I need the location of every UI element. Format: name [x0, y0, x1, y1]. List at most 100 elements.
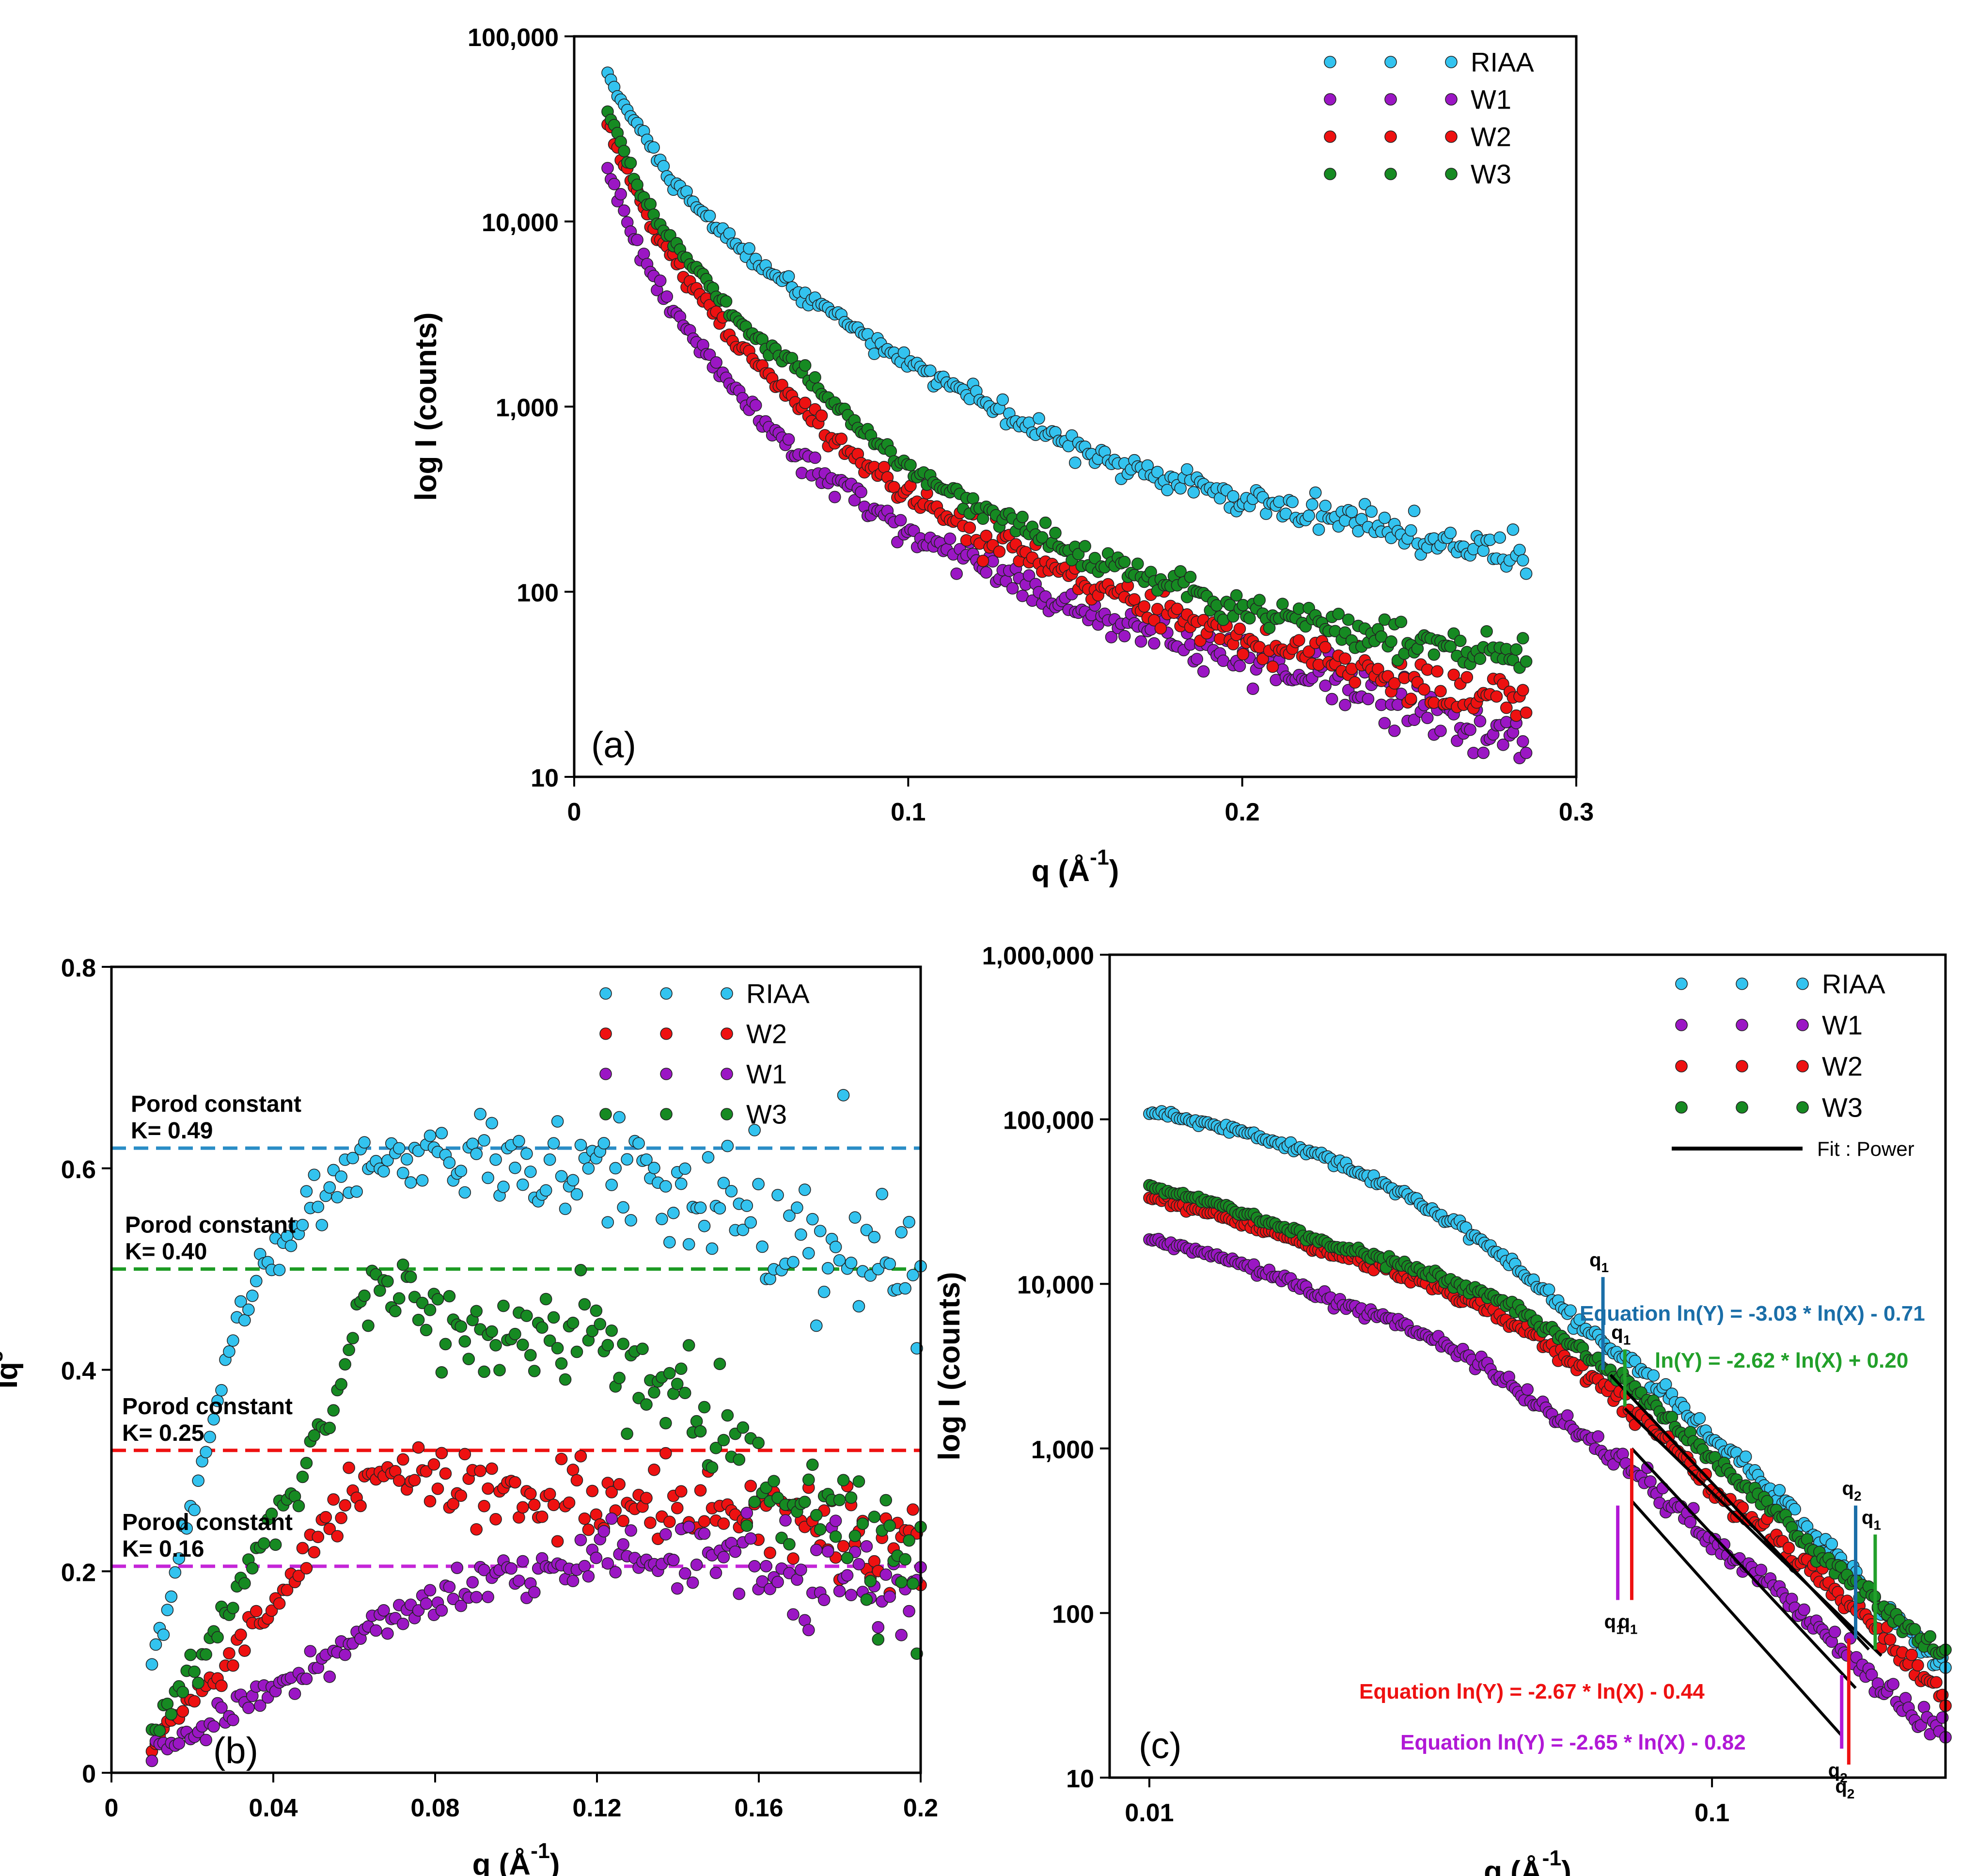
data-point-W1 — [903, 1605, 915, 1618]
data-point-RIAA — [682, 1238, 695, 1251]
data-point-W1 — [744, 1532, 757, 1545]
legend-marker-W1 — [1675, 1019, 1688, 1031]
data-point-W2 — [1233, 622, 1246, 635]
data-point-RIAA — [1408, 504, 1421, 518]
data-point-W3 — [848, 1529, 862, 1543]
data-point-W1 — [578, 1560, 591, 1573]
data-point-W1 — [1641, 1461, 1654, 1474]
data-point-RIAA — [675, 1177, 688, 1190]
data-point-W2 — [1460, 671, 1474, 684]
data-point-RIAA — [157, 1628, 170, 1641]
legend-label-W1: W1 — [746, 1059, 787, 1089]
data-point-W3 — [872, 1633, 885, 1646]
data-point-RIAA — [713, 1202, 726, 1215]
data-point-W2 — [555, 1452, 568, 1466]
legend-marker-RIAA — [599, 987, 612, 1000]
data-point-W3 — [486, 1325, 498, 1338]
data-point-RIAA — [1564, 1304, 1577, 1317]
data-point-W1 — [200, 1734, 212, 1747]
data-point-W2 — [1266, 660, 1279, 673]
data-point-RIAA — [1493, 531, 1506, 544]
data-point-W3 — [659, 1417, 672, 1430]
x-tick-label: 0.2 — [903, 1794, 938, 1822]
data-point-RIAA — [848, 1211, 862, 1224]
data-point-W1 — [173, 1737, 186, 1750]
data-point-W2 — [474, 1465, 486, 1477]
data-point-W3 — [539, 1293, 552, 1306]
porod-label: Porod constant — [122, 1394, 293, 1419]
data-point-RIAA — [829, 1241, 842, 1253]
data-point-W2 — [176, 1705, 189, 1718]
data-point-W1 — [833, 1585, 846, 1598]
data-point-W3 — [899, 1553, 911, 1566]
data-point-W1 — [1325, 693, 1338, 706]
data-point-W2 — [323, 1522, 336, 1535]
legend-marker-W3 — [1384, 168, 1397, 180]
data-point-W1 — [1517, 735, 1529, 748]
data-point-W1 — [597, 1525, 611, 1538]
data-point-W1 — [618, 204, 630, 217]
data-point-W2 — [1256, 653, 1269, 665]
data-point-W3 — [566, 1316, 580, 1329]
data-point-RIAA — [791, 1201, 803, 1214]
porod-label: Porod constant — [125, 1213, 296, 1238]
data-point-RIAA — [350, 1185, 363, 1198]
data-point-W2 — [799, 396, 812, 410]
data-point-W1 — [667, 1554, 680, 1566]
data-point-W3 — [806, 1458, 819, 1471]
data-point-W1 — [637, 247, 650, 260]
data-point-W1 — [686, 1576, 699, 1589]
porod-k-value: K= 0.25 — [122, 1420, 204, 1446]
data-point-RIAA — [474, 1107, 486, 1120]
data-point-W1 — [894, 514, 907, 527]
data-point-W1 — [420, 1597, 433, 1610]
data-point-W1 — [782, 433, 795, 446]
data-point-W1 — [709, 1566, 722, 1579]
data-point-RIAA — [601, 1216, 614, 1229]
data-point-W1 — [748, 1560, 761, 1573]
data-point-W3 — [1230, 589, 1243, 602]
data-point-W2 — [744, 1480, 757, 1492]
data-point-RIAA — [924, 364, 937, 377]
data-point-RIAA — [1517, 554, 1529, 567]
data-point-W3 — [605, 1324, 618, 1337]
data-point-RIAA — [227, 1334, 239, 1347]
data-point-W1 — [566, 1575, 580, 1587]
data-point-W2 — [1138, 600, 1151, 613]
data-point-W2 — [551, 1535, 564, 1548]
data-point-W3 — [1016, 510, 1029, 523]
data-point-W2 — [1148, 614, 1161, 627]
data-point-RIAA — [416, 1174, 429, 1187]
data-point-W1 — [370, 1624, 382, 1637]
data-point-RIAA — [539, 1184, 552, 1197]
data-point-RIAA — [721, 1139, 734, 1152]
legend-marker-W1 — [721, 1068, 733, 1080]
data-point-RIAA — [392, 1142, 406, 1155]
data-point-W3 — [535, 1321, 549, 1334]
data-point-W3 — [1049, 526, 1062, 539]
data-point-W3 — [188, 1665, 201, 1678]
data-point-W3 — [1184, 570, 1197, 583]
data-point-W1 — [717, 1551, 730, 1563]
data-point-W3 — [698, 1401, 711, 1414]
data-point-W3 — [323, 1421, 336, 1435]
data-point-W1 — [671, 1582, 684, 1595]
data-point-RIAA — [632, 1137, 645, 1150]
data-point-RIAA — [443, 1156, 456, 1169]
data-point-W1 — [1105, 631, 1118, 644]
data-point-RIAA — [424, 1129, 437, 1142]
data-point-W3 — [810, 1509, 823, 1522]
legend-label-W2: W2 — [746, 1019, 787, 1049]
data-point-RIAA — [744, 1216, 757, 1229]
data-point-RIAA — [520, 1147, 533, 1160]
data-point-W3 — [907, 1577, 919, 1590]
porod-label: Porod constant — [122, 1510, 293, 1535]
y-tick-label: 0 — [82, 1760, 96, 1788]
data-point-W1 — [729, 1545, 742, 1558]
data-point-W1 — [513, 1574, 525, 1587]
data-point-W3 — [420, 1324, 433, 1337]
series-RIAA — [601, 66, 1533, 580]
data-point-W3 — [618, 144, 630, 158]
data-point-RIAA — [1302, 509, 1315, 522]
